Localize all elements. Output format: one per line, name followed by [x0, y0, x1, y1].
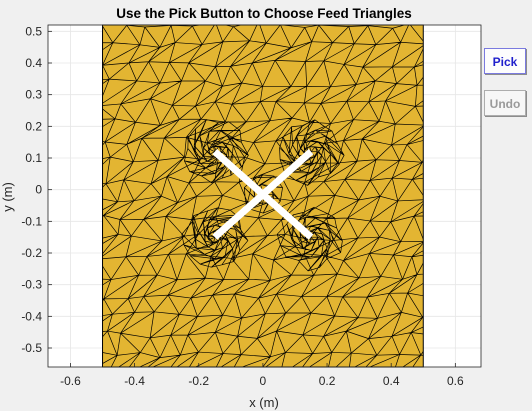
crossed-dipole-antenna: [212, 149, 314, 240]
undo-button[interactable]: Undo: [484, 90, 526, 116]
y-tick-label: 0.4: [25, 56, 42, 70]
y-tick-label: 0: [35, 183, 42, 197]
plot-title: Use the Pick Button to Choose Feed Trian…: [116, 6, 412, 21]
x-tick-label: 0.2: [319, 374, 336, 388]
y-tick-label: -0.1: [21, 214, 42, 228]
x-tick-label: -0.4: [124, 374, 145, 388]
x-tick-label: 0.6: [447, 374, 464, 388]
y-tick-label: 0.3: [25, 88, 42, 102]
y-tick-label: 0.1: [25, 151, 42, 165]
dipole-arm: [212, 149, 314, 240]
plot-axes[interactable]: -0.6 -0.4 -0.2 0 0.2 0.4 0.6 0.50.40.30.20.10-…: [21, 21, 482, 388]
y-tick-label: -0.5: [21, 341, 42, 355]
x-axis-ticks: -0.6 -0.4 -0.2 0 0.2 0.4 0.6: [60, 363, 464, 388]
axes-frame: [47, 24, 482, 368]
x-tick-label: 0: [260, 374, 267, 388]
y-tick-label: -0.3: [21, 278, 42, 292]
mesh-edges[interactable]: [76, 21, 448, 376]
x-axis-label: x (m): [249, 395, 279, 410]
y-tick-label: -0.4: [21, 309, 42, 323]
y-tick-label: 0.2: [25, 119, 42, 133]
y-axis-ticks: 0.5 0.4 0.3 0.2 0.1 0 -0.1 -0.2 -0.3 -0.4 -0.5: [21, 24, 52, 355]
y-axis-label: y (m): [0, 182, 15, 212]
pick-button[interactable]: Pick: [484, 48, 526, 74]
triangle-mesh[interactable]: [76, 21, 448, 376]
x-tick-label: 0.4: [383, 374, 400, 388]
y-tick-label: 0.5: [25, 24, 42, 38]
x-tick-label: -0.6: [60, 374, 81, 388]
x-tick-label: -0.2: [188, 374, 209, 388]
y-tick-label: -0.2: [21, 246, 42, 260]
